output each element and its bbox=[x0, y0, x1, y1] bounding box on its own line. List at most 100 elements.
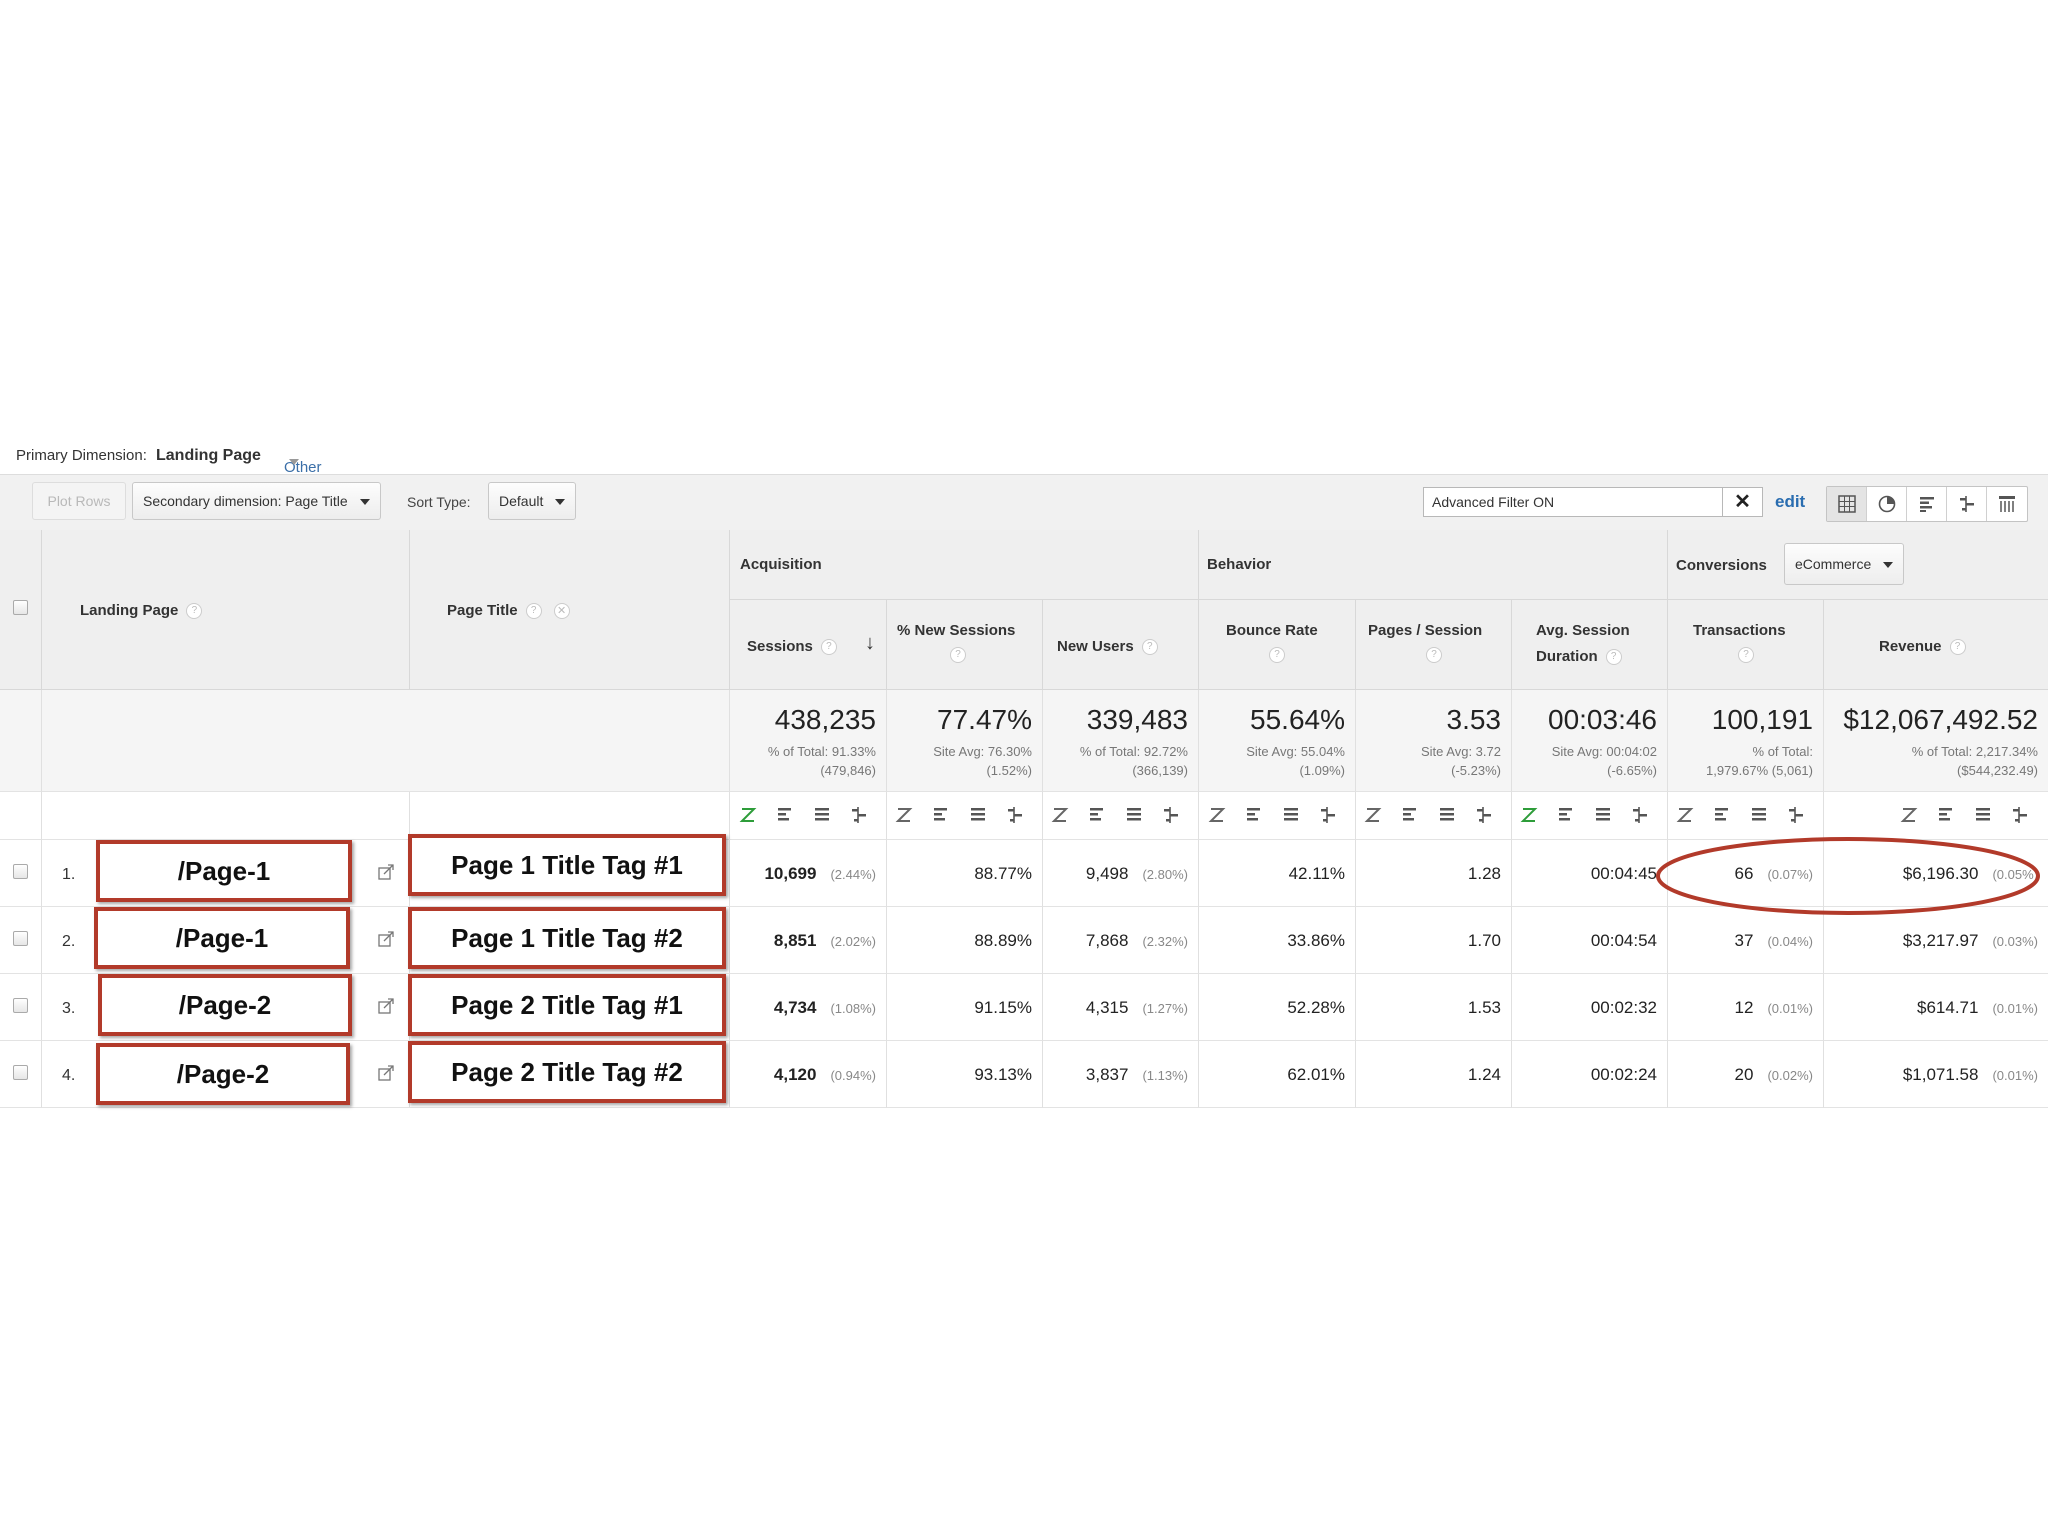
revenue-header[interactable]: Revenue? bbox=[1824, 600, 2048, 690]
bar-align-icon[interactable] bbox=[1088, 806, 1106, 829]
bounce-rate: 52.28% bbox=[1287, 998, 1345, 1018]
page-title-header[interactable]: Page Title? ✕ bbox=[410, 530, 730, 690]
landing-page-link[interactable]: /Page-1 bbox=[96, 840, 352, 902]
performance-view-icon[interactable] bbox=[1907, 487, 1947, 521]
total-pages-session-value: 3.53 bbox=[1446, 704, 1502, 735]
total-new-sessions: 77.47% Site Avg: 76.30% (1.52%) bbox=[887, 690, 1043, 792]
primary-dimension-value[interactable]: Landing Page bbox=[156, 447, 261, 464]
pie-view-icon[interactable] bbox=[1867, 487, 1907, 521]
new-users: 9,498 (2.80%) bbox=[1086, 864, 1188, 884]
clear-filter-icon[interactable]: ✕ bbox=[1723, 487, 1763, 517]
new-users-header[interactable]: New Users? bbox=[1043, 600, 1199, 690]
total-bounce-rate-detail: Site Avg: 55.04% (1.09%) bbox=[1246, 742, 1345, 780]
table-toolbar: Plot Rows Secondary dimension: Page Titl… bbox=[0, 474, 2048, 532]
equal-bars-icon[interactable] bbox=[1125, 806, 1143, 829]
secondary-dimension-dropdown[interactable]: Secondary dimension: Page Title bbox=[132, 482, 381, 520]
bar-align-icon[interactable] bbox=[776, 806, 794, 829]
equal-bars-icon[interactable] bbox=[1438, 806, 1456, 829]
conversions-type-dropdown[interactable]: eCommerce bbox=[1784, 543, 1905, 585]
bar-align-icon[interactable] bbox=[1557, 806, 1575, 829]
transactions-header[interactable]: Transactions ? bbox=[1668, 600, 1824, 690]
edit-filter-link[interactable]: edit bbox=[1775, 492, 1806, 511]
sort-z-icon[interactable] bbox=[1520, 806, 1538, 829]
equal-bars-icon[interactable] bbox=[1750, 806, 1768, 829]
page-title-link[interactable]: Page 2 Title Tag #1 bbox=[408, 974, 726, 1036]
comparison-icon[interactable] bbox=[850, 806, 868, 829]
row-index: 1. bbox=[62, 866, 76, 883]
help-icon[interactable]: ? bbox=[186, 603, 203, 620]
help-icon[interactable]: ? bbox=[1141, 639, 1158, 656]
row-checkbox[interactable] bbox=[13, 864, 28, 879]
new-sessions-value: 88.89% bbox=[974, 931, 1032, 950]
help-icon[interactable]: ? bbox=[820, 639, 837, 656]
sort-z-icon[interactable] bbox=[1364, 806, 1382, 829]
comparison-icon[interactable] bbox=[1787, 806, 1805, 829]
total-new-sessions-value: 77.47% bbox=[937, 704, 1032, 735]
comparison-icon[interactable] bbox=[1006, 806, 1024, 829]
help-icon[interactable]: ? bbox=[525, 603, 542, 620]
sort-z-icon[interactable] bbox=[895, 806, 913, 829]
equal-bars-icon[interactable] bbox=[1594, 806, 1612, 829]
landing-page-link[interactable]: /Page-1 bbox=[94, 907, 350, 969]
row-checkbox[interactable] bbox=[13, 931, 28, 946]
sessions-header[interactable]: Sessions? ↓ bbox=[730, 600, 887, 690]
select-all-checkbox[interactable] bbox=[13, 600, 28, 615]
comparison-icon[interactable] bbox=[1162, 806, 1180, 829]
equal-bars-icon[interactable] bbox=[813, 806, 831, 829]
viz-icons-cell bbox=[1356, 792, 1512, 840]
detail-line: Site Avg: 76.30% bbox=[933, 744, 1032, 759]
equal-bars-icon[interactable] bbox=[1974, 806, 1992, 829]
landing-page-link[interactable]: /Page-2 bbox=[98, 974, 352, 1036]
help-icon[interactable]: ? bbox=[950, 647, 966, 663]
sort-descending-icon[interactable]: ↓ bbox=[865, 632, 875, 654]
bounce-rate-header[interactable]: Bounce Rate ? bbox=[1199, 600, 1356, 690]
comparison-icon[interactable] bbox=[1319, 806, 1337, 829]
new-sessions-cell: 88.89% bbox=[887, 907, 1043, 974]
sort-z-icon[interactable] bbox=[1900, 806, 1918, 829]
bar-align-icon[interactable] bbox=[1401, 806, 1419, 829]
bar-align-icon[interactable] bbox=[1713, 806, 1731, 829]
sessions-value: 10,699 bbox=[764, 864, 817, 883]
plot-rows-button[interactable]: Plot Rows bbox=[32, 482, 126, 520]
sort-z-icon[interactable] bbox=[739, 806, 757, 829]
landing-page-header[interactable]: Landing Page? bbox=[42, 530, 410, 690]
comparison-icon[interactable] bbox=[2011, 806, 2029, 829]
row-checkbox[interactable] bbox=[13, 998, 28, 1013]
new-sessions-header[interactable]: % New Sessions ? bbox=[887, 600, 1043, 690]
table-view-icon[interactable] bbox=[1827, 487, 1867, 521]
open-link-icon[interactable] bbox=[378, 864, 394, 885]
comparison-icon[interactable] bbox=[1475, 806, 1493, 829]
help-icon[interactable]: ? bbox=[1269, 647, 1285, 663]
landing-page-link[interactable]: /Page-2 bbox=[96, 1043, 350, 1105]
equal-bars-icon[interactable] bbox=[1282, 806, 1300, 829]
sort-type-dropdown[interactable]: Default bbox=[488, 482, 577, 520]
page-title-link[interactable]: Page 1 Title Tag #1 bbox=[408, 834, 726, 896]
page-title-link[interactable]: Page 1 Title Tag #2 bbox=[408, 907, 726, 969]
bar-align-icon[interactable] bbox=[932, 806, 950, 829]
bar-align-icon[interactable] bbox=[1245, 806, 1263, 829]
help-icon[interactable]: ? bbox=[1949, 639, 1966, 656]
new-sessions-value: 88.77% bbox=[974, 864, 1032, 883]
bar-align-icon[interactable] bbox=[1937, 806, 1955, 829]
open-link-icon[interactable] bbox=[378, 1065, 394, 1086]
remove-dimension-icon[interactable]: ✕ bbox=[553, 603, 570, 620]
row-checkbox[interactable] bbox=[13, 1065, 28, 1080]
open-link-icon[interactable] bbox=[378, 998, 394, 1019]
comparison-view-icon[interactable] bbox=[1947, 487, 1987, 521]
open-link-icon[interactable] bbox=[378, 931, 394, 952]
page-title-link[interactable]: Page 2 Title Tag #2 bbox=[408, 1041, 726, 1103]
sort-z-icon[interactable] bbox=[1051, 806, 1069, 829]
comparison-icon[interactable] bbox=[1631, 806, 1649, 829]
sort-z-icon[interactable] bbox=[1208, 806, 1226, 829]
sort-z-icon[interactable] bbox=[1676, 806, 1694, 829]
help-icon[interactable]: ? bbox=[1426, 647, 1442, 663]
equal-bars-icon[interactable] bbox=[969, 806, 987, 829]
help-icon[interactable]: ? bbox=[1605, 649, 1622, 666]
advanced-filter-input[interactable]: Advanced Filter ON bbox=[1423, 487, 1723, 517]
pages-session-header[interactable]: Pages / Session ? bbox=[1356, 600, 1512, 690]
help-icon[interactable]: ? bbox=[1738, 647, 1754, 663]
pivot-view-icon[interactable] bbox=[1987, 487, 2027, 521]
transactions-cell: 20 (0.02%) bbox=[1668, 1041, 1824, 1108]
detail-line: % of Total: 2,217.34% bbox=[1911, 744, 2038, 759]
avg-session-duration-header[interactable]: Avg. Session Duration? bbox=[1512, 600, 1668, 690]
